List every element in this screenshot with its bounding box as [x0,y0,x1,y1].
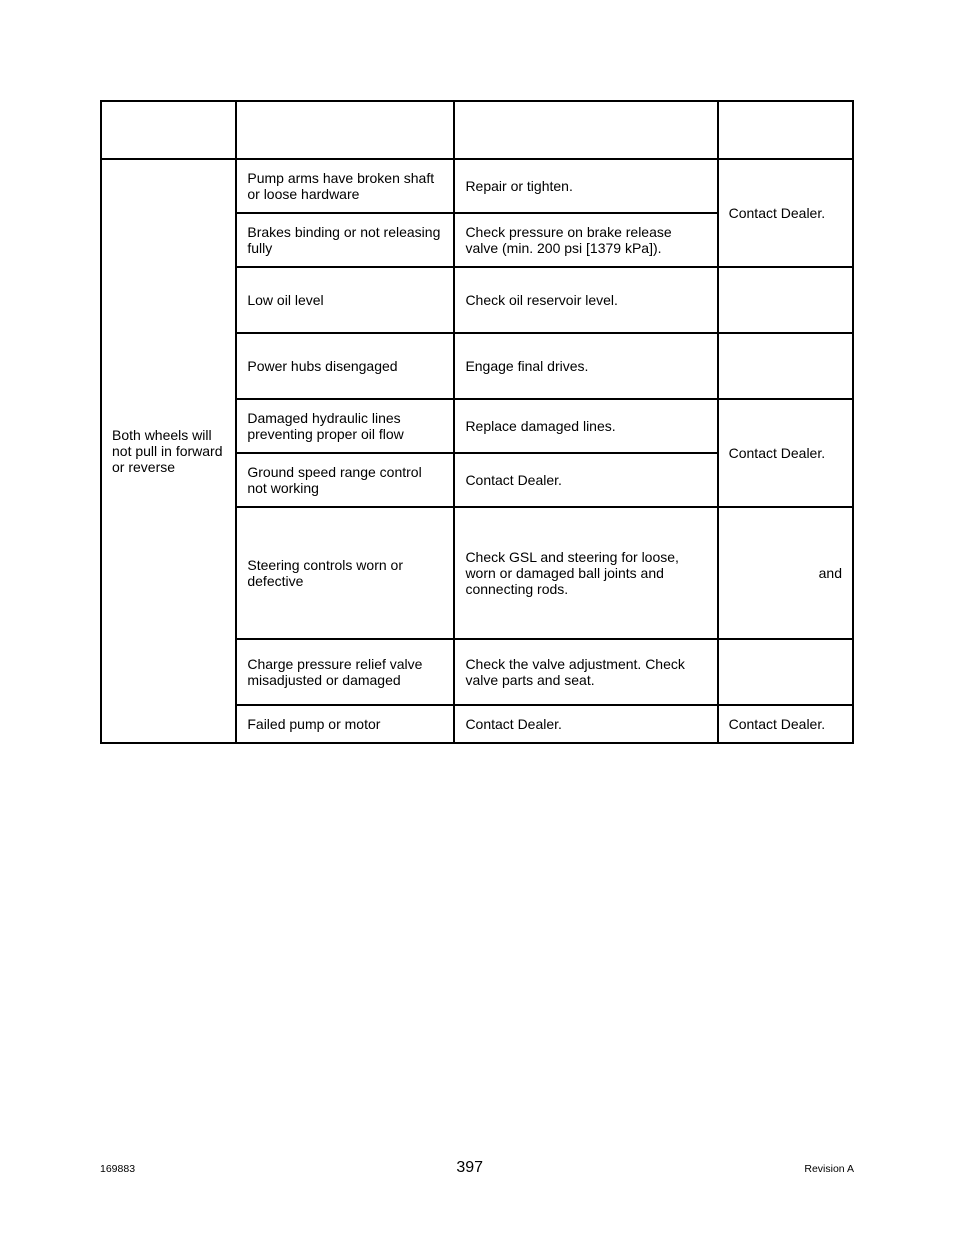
cause-cell: Steering controls worn or defective [236,507,454,639]
refer-cell [718,267,853,333]
page-footer: 169883 397 Revision A [0,1159,954,1177]
footer-revision: Revision A [804,1163,854,1175]
solution-cell: Check the valve adjustment. Check valve … [454,639,717,705]
cause-cell: Damaged hydraulic lines preventing prope… [236,399,454,453]
cause-cell: Power hubs disengaged [236,333,454,399]
cause-cell: Brakes binding or not releasing fully [236,213,454,267]
header-col1 [101,101,236,159]
solution-cell: Contact Dealer. [454,705,717,743]
cause-cell: Pump arms have broken shaft or loose har… [236,159,454,213]
solution-cell: Replace damaged lines. [454,399,717,453]
footer-page-number: 397 [456,1159,483,1177]
solution-cell: Contact Dealer. [454,453,717,507]
cause-cell: Failed pump or motor [236,705,454,743]
refer-cell [718,333,853,399]
refer-cell: Contact Dealer. [718,159,853,267]
refer-cell: and [718,507,853,639]
cause-cell: Low oil level [236,267,454,333]
refer-cell [718,639,853,705]
solution-cell: Check oil reservoir level. [454,267,717,333]
solution-cell: Check pressure on brake release valve (m… [454,213,717,267]
solution-cell: Engage final drives. [454,333,717,399]
header-col2 [236,101,454,159]
troubleshooting-table: Both wheels will not pull in forward or … [100,100,854,744]
footer-doc-id: 169883 [100,1163,135,1175]
problem-cell: Both wheels will not pull in forward or … [101,159,236,743]
header-col4 [718,101,853,159]
header-col3 [454,101,717,159]
cause-cell: Ground speed range control not working [236,453,454,507]
refer-cell: Contact Dealer. [718,705,853,743]
cause-cell: Charge pressure relief valve misadjusted… [236,639,454,705]
table-row: Both wheels will not pull in forward or … [101,159,853,213]
solution-cell: Repair or tighten. [454,159,717,213]
refer-cell: Contact Dealer. [718,399,853,507]
solution-cell: Check GSL and steering for loose, worn o… [454,507,717,639]
